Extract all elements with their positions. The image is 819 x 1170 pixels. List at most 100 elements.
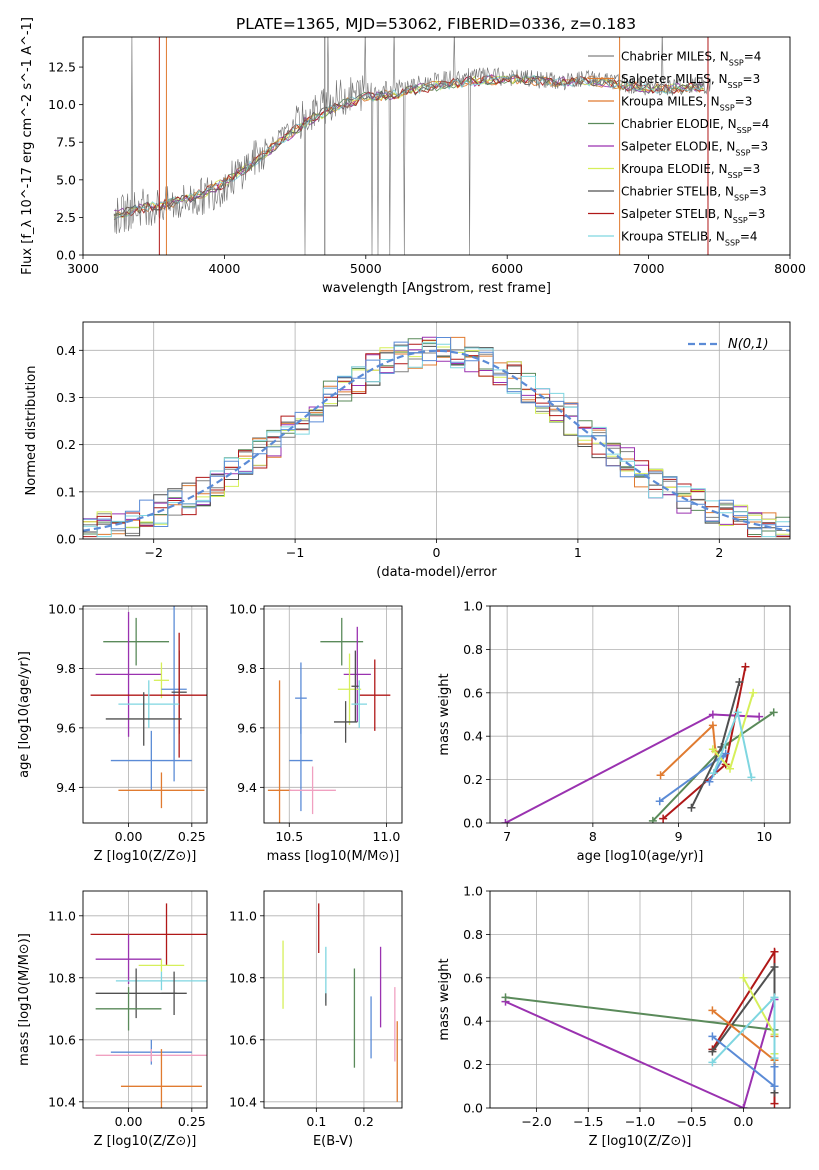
x-tick-label: −2.0 (521, 1114, 551, 1129)
y-tick-label: 0.6 (463, 970, 483, 985)
y-tick-label: 0.2 (463, 1057, 483, 1072)
weight-point-marker (770, 1054, 779, 1063)
legend-nssp: =4 (740, 230, 758, 244)
weight-point-marker (501, 993, 510, 1002)
x-tick-label: 10.5 (275, 829, 303, 844)
y-tick-label: 10.8 (229, 970, 257, 985)
y-tick-label: 7.5 (56, 135, 76, 150)
weight-point-marker (659, 814, 668, 823)
normal-distribution-curve (83, 349, 790, 532)
mass-vs-metallicity-panel: 0.00 0.25 10.4 10.6 10.8 11.0 Z [log10(Z/Z⊙)] m… (17, 890, 208, 1149)
y-tick-label: 0.4 (56, 343, 76, 358)
x-tick-label: 9 (675, 829, 683, 844)
x-tick-label: 8000 (774, 261, 806, 276)
x-tick-label: 2 (715, 545, 723, 560)
model-spectrum-line (113, 75, 705, 218)
weight-series-line (505, 999, 776, 1108)
y-tick-label: 0.0 (463, 816, 483, 831)
legend-subscript: SSP (725, 238, 740, 247)
observed-spectrum-line (113, 37, 711, 255)
weight-point-marker (708, 1058, 717, 1067)
plot-area (83, 336, 790, 538)
axes-frame (263, 890, 403, 1109)
weight-point-marker (709, 769, 718, 778)
weight-point-marker (770, 1062, 779, 1071)
y-tick-label: 0.0 (56, 532, 76, 547)
y-tick-label: 0.2 (56, 437, 76, 452)
y-tick-label: 10.0 (229, 601, 257, 616)
x-tick-label: −1 (286, 545, 304, 560)
y-tick-label: 10.0 (48, 97, 76, 112)
x-axis-label: wavelength [Angstrom, rest frame] (322, 281, 551, 296)
y-tick-label: 1.0 (463, 884, 483, 899)
weight-point-marker (721, 749, 730, 758)
weight-point-marker (708, 1047, 717, 1056)
legend-subscript: SSP (728, 81, 743, 90)
x-tick-label: 3000 (67, 261, 99, 276)
y-tick-label: 12.5 (48, 60, 76, 75)
weight-point-marker (648, 816, 657, 823)
x-axis-label: age [log10(age/yr)] (577, 849, 704, 864)
x-tick-label: 5000 (350, 261, 382, 276)
x-tick-label: 7 (503, 829, 511, 844)
legend-entry: Chabrier STELIB, NSSP=3 (621, 185, 767, 203)
legend-entry: Kroupa ELODIE, NSSP=3 (621, 162, 760, 180)
weight-point-marker (708, 710, 717, 719)
axes-frame (489, 605, 791, 824)
axes-frame (82, 36, 791, 256)
y-tick-label: 0.3 (56, 390, 76, 405)
x-tick-label: 0.25 (178, 829, 206, 844)
x-tick-label: −1.0 (625, 1114, 655, 1129)
legend-subscript: SSP (728, 171, 743, 180)
x-tick-label: 7000 (633, 261, 665, 276)
y-tick-label: 0.2 (463, 772, 483, 787)
plot-area (90, 903, 207, 1108)
x-tick-label: 0.1 (306, 1114, 326, 1129)
x-axis-label: mass [log10(M/M⊙)] (267, 849, 400, 864)
weight-point-marker (708, 1032, 717, 1041)
x-tick-label: 8 (589, 829, 597, 844)
plot-area (113, 37, 711, 255)
x-axis-label: Z [log10(Z/Z⊙)] (94, 1134, 197, 1149)
x-axis-label: Z [log10(Z/Z⊙)] (94, 849, 197, 864)
y-tick-label: 10.4 (229, 1094, 257, 1109)
weight-point-marker (770, 1099, 779, 1108)
weight-point-marker (726, 764, 734, 773)
legend-subscript: SSP (734, 193, 749, 202)
weight-point-marker (770, 947, 779, 956)
x-axis-label: Z [log10(Z/Z⊙)] (589, 1134, 692, 1149)
age-vs-metallicity-panel: 0.00 0.25 9.4 9.6 9.8 10.0 Z [log10(Z/Z⊙)] age … (17, 601, 208, 864)
histogram-step-line (83, 337, 790, 530)
legend-entry: Chabrier ELODIE, NSSP=4 (621, 117, 769, 135)
y-tick-label: 0.1 (56, 484, 76, 499)
axes-frame (82, 605, 208, 824)
legend-nssp: =3 (748, 207, 766, 221)
mass-weight-vs-age-panel: 7 8 9 10 0.0 0.2 0.4 0.6 0.8 1.0 age [log10(age/yr… (437, 599, 791, 864)
x-tick-label: 0.25 (178, 1114, 206, 1129)
weight-series-line (712, 708, 753, 778)
figure-title: PLATE=1365, MJD=53062, FIBERID=0336, z=0… (236, 15, 636, 33)
legend-nssp: =3 (743, 72, 761, 86)
x-axis-label: E(B-V) (313, 1134, 353, 1149)
plot-area (501, 662, 778, 823)
weight-point-marker (687, 803, 696, 812)
x-tick-label: 0.2 (354, 1114, 374, 1129)
model-spectrum-line (113, 74, 704, 219)
weight-point-marker (656, 771, 665, 780)
weight-point-marker (755, 712, 764, 721)
legend-subscript: SSP (737, 126, 752, 135)
weight-point-marker (769, 708, 778, 717)
y-tick-label: 9.4 (56, 780, 76, 795)
legend-entry: Salpeter ELODIE, NSSP=3 (621, 140, 768, 158)
weight-point-marker (770, 993, 779, 1002)
y-tick-label: 0.8 (463, 642, 483, 657)
spectrum-legend: Chabrier MILES, NSSP=4 Salpeter MILES, NS… (588, 50, 769, 247)
weight-point-marker (749, 688, 758, 697)
weight-point-marker (741, 662, 750, 671)
y-tick-label: 0.4 (463, 729, 483, 744)
legend-entry: Chabrier MILES, NSSP=4 (621, 50, 761, 68)
legend-nssp: =3 (749, 185, 767, 199)
plot-area (501, 947, 779, 1108)
weight-point-marker (708, 721, 717, 730)
weight-point-marker (655, 797, 664, 806)
